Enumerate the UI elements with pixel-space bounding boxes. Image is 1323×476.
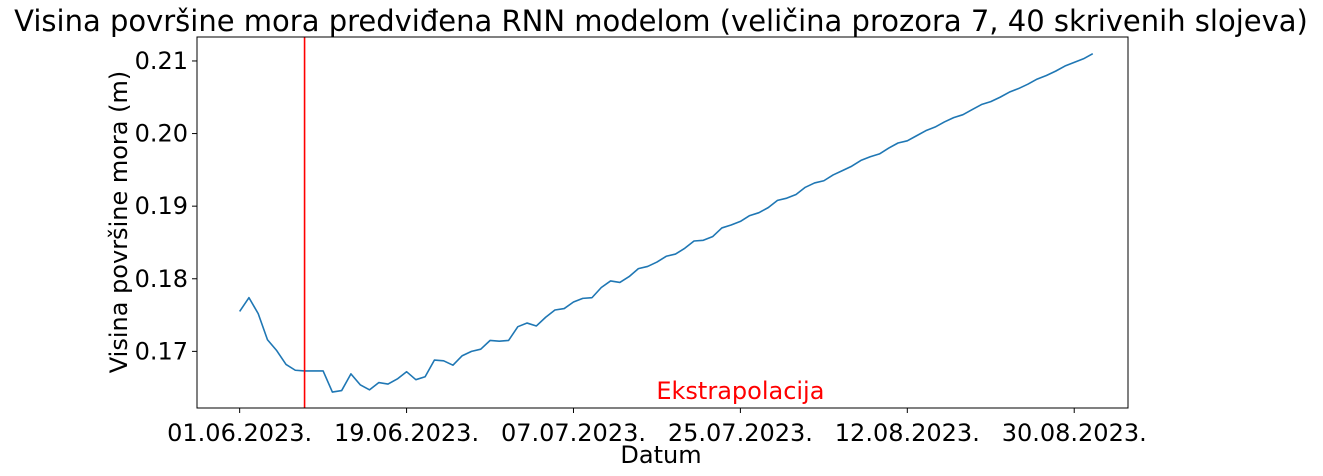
- y-tick-label: 0.18: [135, 265, 188, 293]
- plot-frame: [196, 36, 1129, 409]
- extrapolation-annotation: Ekstrapolacija: [656, 377, 824, 405]
- y-tick-label: 0.19: [135, 192, 188, 220]
- x-tick-label: 12.08.2023.: [835, 419, 980, 447]
- x-tick-label: 19.06.2023.: [334, 419, 479, 447]
- y-axis-label: Visina površine mora (m): [105, 71, 133, 373]
- chart-title: Visina površine mora predviđena RNN mode…: [14, 4, 1308, 38]
- x-tick-label: 01.06.2023.: [167, 419, 312, 447]
- x-tick-label: 07.07.2023.: [501, 419, 646, 447]
- x-tick-label: 25.07.2023.: [668, 419, 813, 447]
- series-line-0: [238, 52, 1094, 393]
- y-tick-label: 0.20: [135, 120, 188, 148]
- x-tick-label: 30.08.2023.: [1002, 419, 1147, 447]
- y-tick-label: 0.17: [135, 337, 188, 365]
- x-axis-label: Datum: [620, 441, 701, 469]
- plot-area: 01.06.2023. 19.06.2023. 07.07.2023. 25.07.2…: [135, 36, 1147, 447]
- y-tick-label: 0.21: [135, 47, 188, 75]
